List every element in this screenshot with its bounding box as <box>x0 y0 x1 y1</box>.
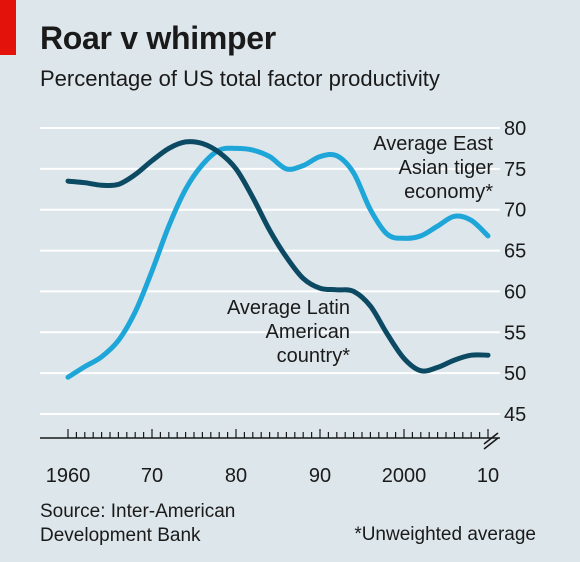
line-chart: 45 50 55 60 65 70 75 80 1960 70 80 90 2000 10 Averag… <box>40 118 526 487</box>
y-tick-label: 75 <box>504 159 526 181</box>
x-axis <box>40 429 500 450</box>
x-tick-label: 10 <box>477 465 499 487</box>
latin-america-line <box>65 139 491 374</box>
x-tick-label: 1960 <box>46 465 91 487</box>
y-tick-labels: 45 50 55 60 65 70 75 80 <box>504 118 526 426</box>
y-tick-label: 65 <box>504 241 526 263</box>
y-tick-label: 60 <box>504 281 526 303</box>
footnote: *Unweighted average <box>354 524 536 545</box>
east-asia-line <box>65 145 491 380</box>
x-tick-label: 90 <box>309 465 331 487</box>
east-asia-label: economy* <box>404 181 493 203</box>
brand-tag <box>0 0 16 55</box>
x-tick-label: 70 <box>141 465 163 487</box>
series-lines <box>65 139 491 380</box>
latin-america-label: American <box>266 321 350 343</box>
chart-subtitle: Percentage of US total factor productivi… <box>40 66 440 91</box>
y-tick-label: 50 <box>504 363 526 385</box>
y-tick-label: 80 <box>504 118 526 140</box>
gridlines <box>40 127 500 415</box>
x-tick-label: 2000 <box>382 465 427 487</box>
y-tick-label: 70 <box>504 200 526 222</box>
latin-america-label: Average Latin <box>227 297 350 319</box>
y-tick-label: 45 <box>504 404 526 426</box>
y-tick-label: 55 <box>504 322 526 344</box>
axis-break-icon <box>483 432 499 450</box>
x-tick-label: 80 <box>225 465 247 487</box>
east-asia-label: Asian tiger <box>399 157 494 179</box>
east-asia-label: Average East <box>373 133 493 155</box>
chart-title: Roar v whimper <box>40 20 276 56</box>
latin-america-label: country* <box>277 345 351 367</box>
x-tick-labels: 1960 70 80 90 2000 10 <box>46 465 499 487</box>
source-note: Source: Inter-American Development Bank <box>40 501 236 546</box>
